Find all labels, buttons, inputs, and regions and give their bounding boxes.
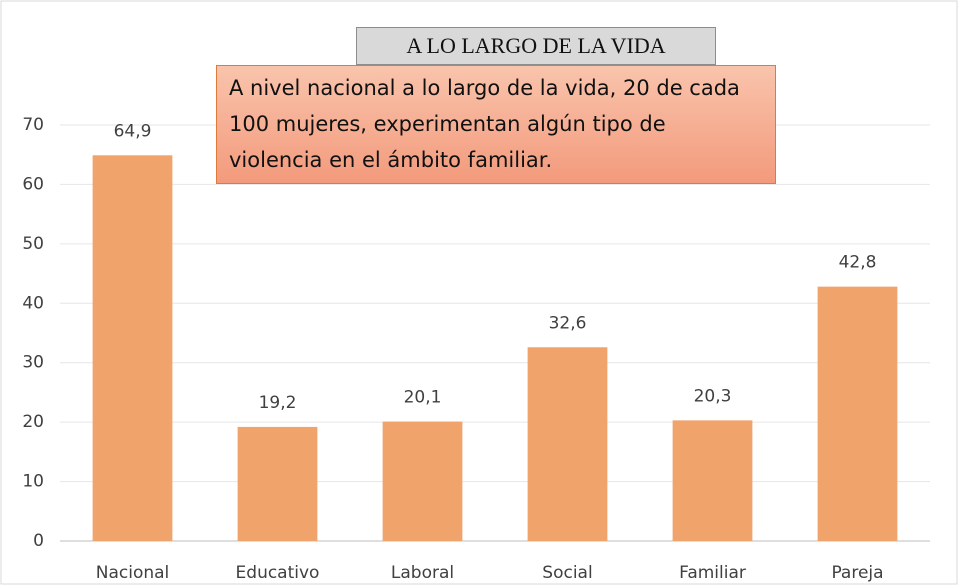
data-label: 64,9	[114, 121, 152, 141]
data-label: 19,2	[259, 393, 297, 413]
y-tick-label: 0	[33, 531, 44, 551]
x-tick-label: Pareja	[831, 563, 883, 583]
bar	[817, 286, 898, 541]
x-tick-label: Social	[542, 563, 592, 583]
data-label: 20,1	[404, 388, 442, 408]
bar	[672, 420, 753, 541]
bar	[382, 421, 463, 541]
annotation: A nivel nacional a lo largo de la vida, …	[216, 65, 776, 184]
chart-title: A LO LARGO DE LA VIDA	[356, 27, 716, 65]
x-tick-label: Laboral	[391, 563, 454, 583]
y-tick-label: 60	[22, 174, 44, 194]
bar	[237, 426, 318, 541]
data-label: 20,3	[694, 386, 732, 406]
data-label: 32,6	[549, 313, 587, 333]
y-tick-label: 40	[22, 293, 44, 313]
y-tick-label: 50	[22, 234, 44, 254]
y-tick-label: 20	[22, 412, 44, 432]
x-tick-label: Educativo	[236, 563, 320, 583]
y-tick-label: 10	[22, 472, 44, 492]
bar	[92, 155, 173, 541]
y-tick-label: 70	[22, 115, 44, 135]
y-tick-label: 30	[22, 353, 44, 373]
x-tick-label: Familiar	[679, 563, 746, 583]
bar	[527, 347, 608, 541]
x-tick-label: Nacional	[96, 563, 170, 583]
data-label: 42,8	[839, 253, 877, 273]
